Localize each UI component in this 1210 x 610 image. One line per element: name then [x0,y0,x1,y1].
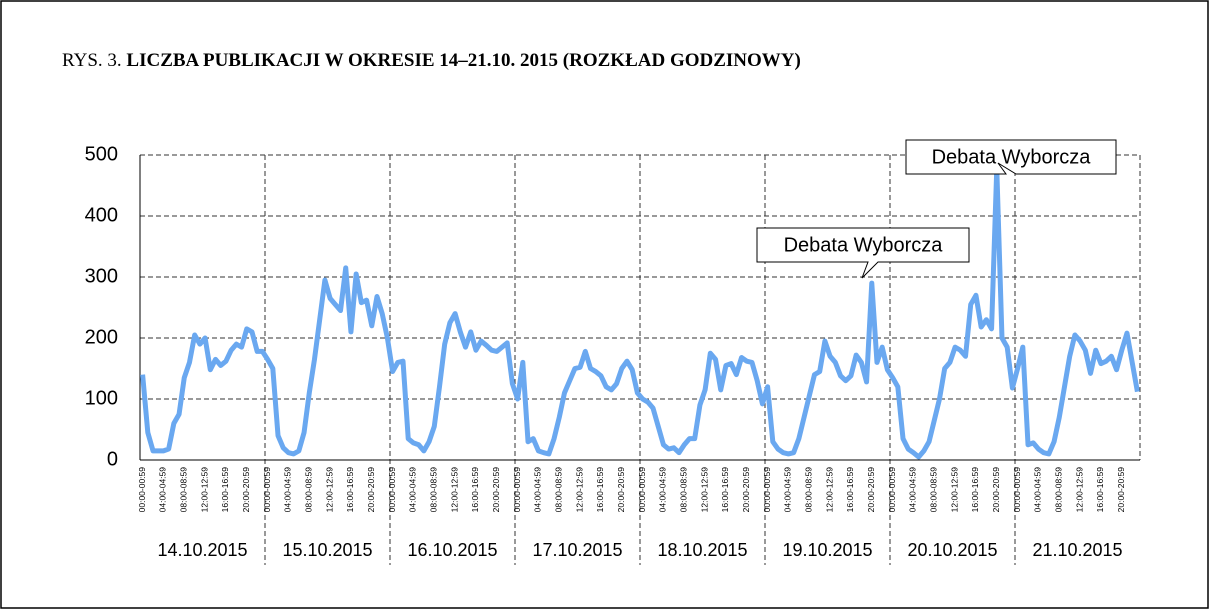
x-tick-label: 00:00-00:59 [1012,467,1022,513]
x-tick-label: 16:00-16:59 [595,467,605,513]
x-tick-label: 04:00-04:59 [908,467,918,513]
x-tick-label: 16:00-16:59 [220,467,230,513]
x-tick-label: 20:00-20:59 [866,467,876,513]
x-tick-label: 00:00-00:59 [137,467,147,513]
x-tick-label: 08:00-08:59 [179,467,189,513]
x-tick-label: 20:00-20:59 [241,467,251,513]
x-tick-label: 04:00-04:59 [158,467,168,513]
x-tick-label: 04:00-04:59 [408,467,418,513]
x-tick-label: 16:00-16:59 [345,467,355,513]
x-tick-label: 16:00-16:59 [970,467,980,513]
x-tick-label: 16:00-16:59 [470,467,480,513]
x-tick-label: 12:00-12:59 [449,467,459,513]
group-label: 16.10.2015 [407,540,497,560]
x-tick-label: 20:00-20:59 [991,467,1001,513]
x-tick-label: 16:00-16:59 [720,467,730,513]
x-tick-label: 12:00-12:59 [949,467,959,513]
x-tick-label: 04:00-04:59 [533,467,543,513]
group-label: 21.10.2015 [1032,540,1122,560]
x-tick-label: 08:00-08:59 [679,467,689,513]
x-tick-label: 04:00-04:59 [1033,467,1043,513]
group-label: 17.10.2015 [532,540,622,560]
title-text: LICZBA PUBLIKACJI W OKRESIE 14–21.10. 20… [126,50,800,71]
x-tick-label: 12:00-12:59 [824,467,834,513]
group-label: 20.10.2015 [907,540,997,560]
chart-title: RYS. 3. LICZBA PUBLIKACJI W OKRESIE 14–2… [62,50,801,71]
x-tick-label: 04:00-04:59 [658,467,668,513]
x-tick-label: 20:00-20:59 [741,467,751,513]
callout-box [905,139,1117,175]
group-label: 19.10.2015 [782,540,872,560]
data-line [140,165,1140,460]
y-tick-label: 0 [107,448,118,470]
x-tick-label: 00:00-00:59 [637,467,647,513]
x-tick-label: 04:00-04:59 [783,467,793,513]
x-tick-label: 00:00-00:59 [887,467,897,513]
x-tick-label: 00:00-00:59 [387,467,397,513]
annotation: Debata Wyborcza [932,146,1092,168]
x-tick-label: 00:00-00:59 [512,467,522,513]
x-tick-label: 12:00-12:59 [324,467,334,513]
x-tick-label: 16:00-16:59 [1095,467,1105,513]
x-tick-label: 12:00-12:59 [574,467,584,513]
y-tick-label: 400 [85,204,118,226]
y-tick-label: 100 [85,387,118,409]
y-tick-label: 300 [85,265,118,287]
x-tick-label: 08:00-08:59 [929,467,939,513]
group-label: 18.10.2015 [657,540,747,560]
x-tick-label: 08:00-08:59 [429,467,439,513]
annotation: Debata Wyborcza [784,234,944,256]
x-tick-label: 16:00-16:59 [845,467,855,513]
x-tick-label: 08:00-08:59 [554,467,564,513]
x-tick-label: 08:00-08:59 [804,467,814,513]
x-tick-label: 00:00-00:59 [762,467,772,513]
x-tick-label: 12:00-12:59 [199,467,209,513]
x-tick-label: 12:00-12:59 [699,467,709,513]
y-tick-label: 500 [85,143,118,165]
callout-box [756,227,970,279]
x-tick-label: 04:00-04:59 [283,467,293,513]
x-tick-label: 20:00-20:59 [366,467,376,513]
x-tick-label: 20:00-20:59 [616,467,626,513]
x-tick-label: 00:00-00:59 [262,467,272,513]
x-tick-label: 20:00-20:59 [491,467,501,513]
group-label: 15.10.2015 [282,540,372,560]
group-label: 14.10.2015 [157,540,247,560]
x-tick-label: 12:00-12:59 [1074,467,1084,513]
x-tick-label: 20:00-20:59 [1116,467,1126,513]
figure-label: RYS. 3. [62,50,122,71]
y-tick-label: 200 [85,326,118,348]
x-tick-label: 08:00-08:59 [1054,467,1064,513]
x-tick-label: 08:00-08:59 [304,467,314,513]
